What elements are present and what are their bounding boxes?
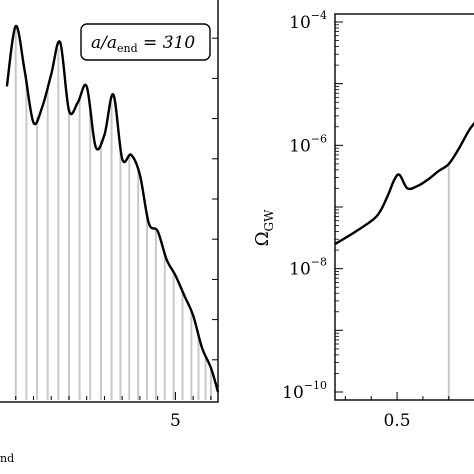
right-ylabel: ΩGW [252, 209, 276, 247]
right-plot-frame [334, 13, 474, 401]
ytick-exponent: −8 [311, 256, 327, 269]
left-chart-panel: 5 a/aend = 310 nd [0, 0, 220, 465]
ylabel-base: Ω [252, 231, 273, 246]
right-ytick-label-2: 10−8 [289, 256, 327, 280]
right-ytick-label-0: 10−4 [289, 9, 327, 33]
left-series-line [5, 24, 220, 393]
ytick-base: 10 [289, 260, 311, 280]
ytick-base: 10 [289, 13, 311, 33]
left-xlabel-fragment: nd [0, 452, 14, 465]
right-y-tick-labels: 10−410−610−810−10 [282, 9, 327, 403]
ytick-base: 10 [282, 383, 304, 403]
ylabel-sub: GW [262, 209, 276, 232]
right-ytick-label-1: 10−6 [289, 132, 327, 156]
right-ytick-label-3: 10−10 [282, 379, 327, 403]
left-xtick-label-0: 5 [170, 411, 181, 431]
right-series-line [334, 121, 474, 246]
annotation-sub: end [117, 42, 138, 55]
right-tick-marks [335, 21, 450, 400]
ytick-exponent: −4 [311, 9, 327, 22]
annotation-box: a/aend = 310 [80, 23, 211, 61]
annotation-base: a/a [91, 33, 117, 53]
svg-text:a/aend = 310: a/aend = 310 [91, 33, 195, 55]
ytick-exponent: −10 [304, 379, 327, 392]
annotation-value: 310 [163, 33, 196, 53]
left-vertical-lines [14, 26, 212, 400]
annotation-rel: = [138, 33, 163, 53]
right-xtick-label-0: 0.5 [384, 411, 411, 431]
left-tick-marks [15, 37, 218, 400]
left-x-tick-labels: 5 [170, 411, 181, 431]
ytick-base: 10 [289, 136, 311, 156]
right-chart-panel: 10−410−610−810−10 0.5 ΩGW [252, 9, 474, 431]
ytick-exponent: −6 [311, 132, 327, 145]
left-plot-frame [0, 0, 219, 403]
right-x-tick-labels: 0.5 [384, 411, 411, 431]
